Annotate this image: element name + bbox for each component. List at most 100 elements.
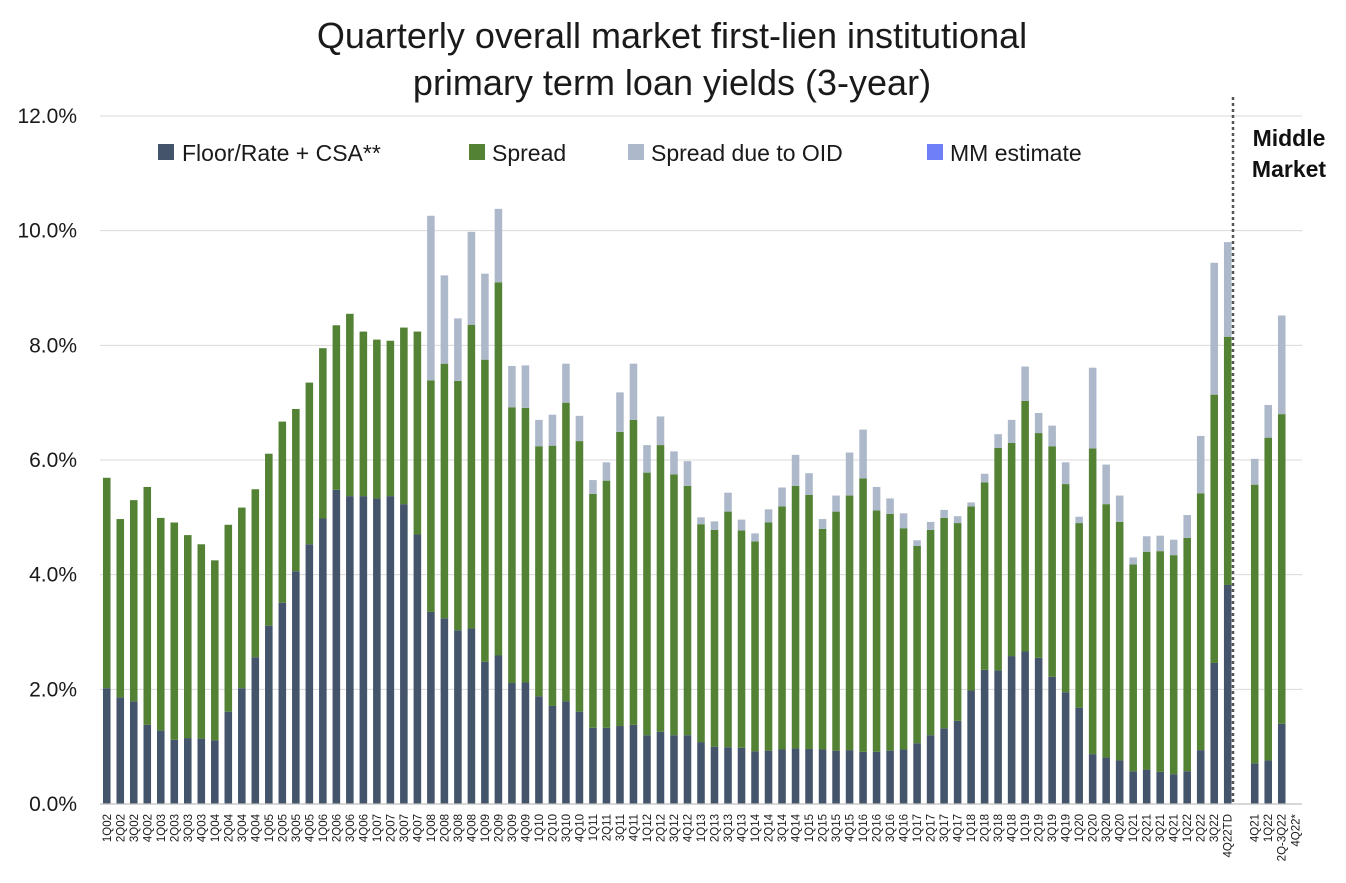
bar-segment-spread [575,441,584,712]
bar-segment-spread [481,359,489,662]
x-tick-label: 2Q05 [277,814,289,842]
bar-segment-oid [751,533,759,542]
x-tick-label: 4Q17 [953,814,965,842]
bar-segment-floor [305,544,314,804]
bar-segment-oid [440,275,449,364]
x-tick-label: 4Q13 [737,814,749,842]
x-tick-label: 2Q20 [1088,814,1100,842]
bar-segment-oid [494,208,503,283]
legend-label-spread: Spread [492,140,566,166]
bar-segment-oid [697,517,705,525]
bar-segment-floor [562,701,570,804]
x-tick-label: 3Q13 [723,814,735,842]
x-tick-label: 4Q21 [1169,814,1181,842]
bar-segment-floor [616,726,624,804]
bar-segment-spread [1129,564,1137,772]
bar-segment-spread [1223,336,1232,585]
x-tick-label: 1Q16 [858,814,870,842]
x-tick-label: 3Q18 [993,814,1005,842]
bar-segment-floor [832,750,840,804]
bar-segment-oid [1048,425,1056,447]
bar-segment-floor [440,618,449,804]
bar-segment-spread [386,340,395,497]
bar-segment-oid [818,519,827,529]
middle-market-label-line-2: Market [1252,156,1326,182]
x-tick-label: 2Q16 [872,814,884,842]
bar-segment-spread [751,541,759,752]
legend-swatch-oid [628,144,644,160]
bar-segment-spread [319,348,327,519]
x-tick-label: 1Q22 [1182,814,1194,842]
x-tick-label: 2Q18 [980,814,992,842]
bar-segment-floor [967,690,975,804]
bar-segment-spread [102,477,111,689]
x-tick-label: 4Q11 [628,814,640,841]
bar-segment-oid [683,461,692,486]
x-tick-label: 3Q04 [237,813,249,842]
bar-segment-spread [1048,446,1056,677]
bar-segment-spread [170,522,179,740]
bar-segment-floor [413,534,422,804]
bar-segment-oid [1196,435,1205,494]
y-tick-label: 6.0% [29,449,77,472]
bar-segment-oid [1210,262,1218,395]
bars [102,208,1286,804]
bar-segment-oid [548,414,557,446]
bar-segment-floor [319,518,327,804]
bar-segment-floor [1223,584,1232,804]
bar-segment-spread [886,513,894,751]
x-tick-label: 1Q07 [372,814,384,842]
bar-segment-spread [994,447,1002,671]
bar-segment-floor [629,724,638,804]
x-tick-label: 2Q04 [223,813,235,842]
bar-segment-oid [737,519,746,531]
bar-segment-spread [278,421,287,603]
chart-title-line-1: Quarterly overall market first-lien inst… [317,15,1027,56]
bar-segment-floor [102,688,111,804]
bar-segment-floor [643,735,651,804]
bar-segment-oid [589,480,597,494]
bar-segment-spread [211,560,219,741]
bar-segment-floor [1021,651,1029,804]
x-tick-label: 1Q08 [426,814,438,842]
bar-segment-spread [1007,442,1016,657]
middle-market-label-line-1: Middle [1253,125,1326,151]
bar-segment-floor [454,630,462,804]
x-tick-label: 1Q11 [588,814,600,841]
bar-segment-floor [359,496,368,804]
bar-segment-floor [170,739,179,804]
bar-segment-floor [926,735,935,804]
y-tick-label: 8.0% [29,334,77,357]
x-tick-label: 3Q19 [1047,814,1059,842]
x-tick-label: 1Q04 [210,813,222,842]
bar-segment-oid [1075,516,1083,524]
x-tick-label: 2Q03 [169,814,181,842]
bar-segment-spread [980,482,989,670]
x-tick-label: 2Q-3Q22 [1277,814,1289,861]
x-tick-label: 3Q17 [939,814,951,842]
x-tick-label: 4Q12 [682,814,694,842]
bar-segment-oid [629,363,638,420]
bar-segment-floor [1210,662,1218,804]
bar-segment-spread [602,480,611,728]
bar-segment-floor [278,602,287,804]
bar-segment-spread [265,453,273,626]
x-tick-label: 2Q12 [655,814,667,842]
bar-segment-spread [400,327,408,505]
bar-segment-oid [926,521,935,530]
bar-segment-floor [872,751,881,804]
bar-segment-spread [467,324,476,629]
bar-segment-spread [1115,521,1124,761]
bar-segment-oid [967,502,975,507]
x-tick-label: 2Q13 [710,814,722,842]
bar-segment-oid [427,215,435,381]
bar-segment-spread [156,517,165,731]
bar-segment-spread [710,529,719,747]
bar-segment-floor [751,751,759,804]
bar-segment-spread [251,489,260,658]
bar-segment-oid [1169,539,1178,556]
bar-segment-oid [454,318,462,381]
bar-segment-oid [940,509,948,518]
bar-segment-spread [562,402,570,702]
bar-segment-spread [373,339,381,499]
